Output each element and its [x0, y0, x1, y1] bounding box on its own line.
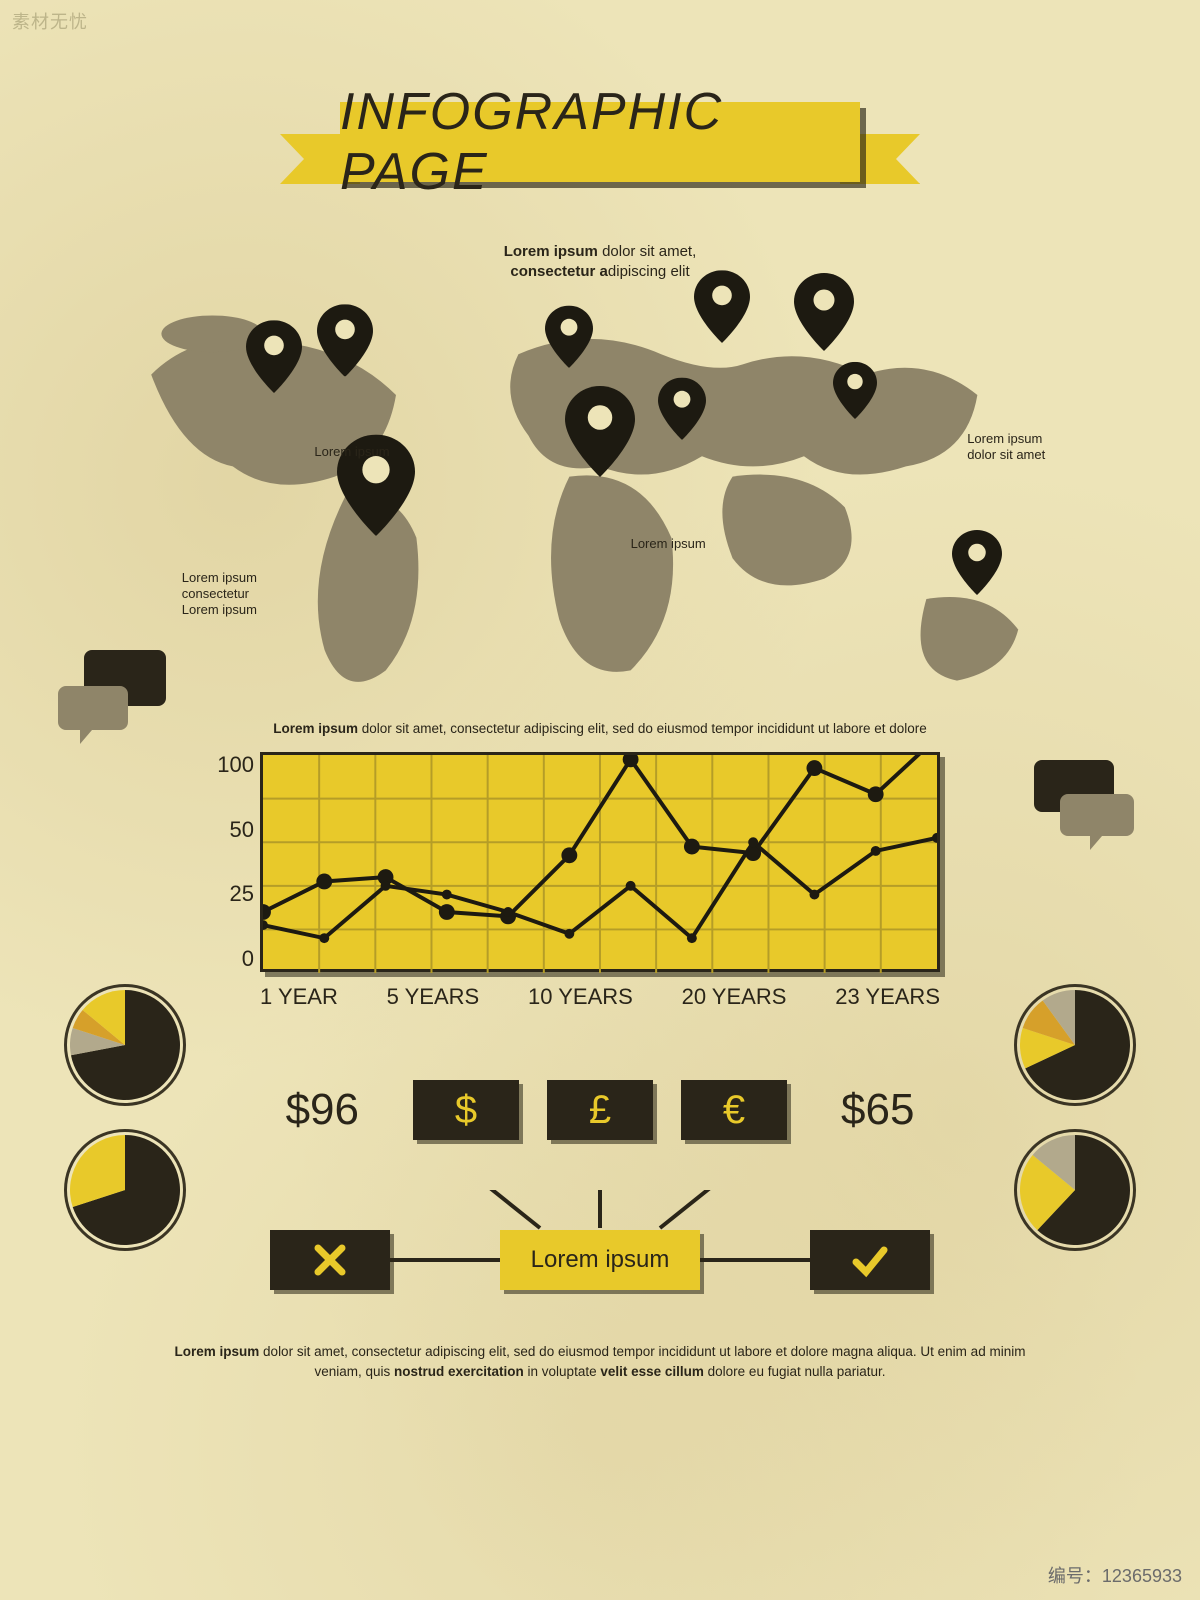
currency-dollar-icon: $ — [413, 1080, 519, 1140]
xtick: 23 YEARS — [835, 984, 940, 1010]
map-pin-icon — [317, 304, 373, 377]
ytick: 0 — [206, 946, 254, 972]
map-caption: Lorem ipsumdolor sit amet — [967, 431, 1045, 464]
subtitle-bold-1: Lorem ipsum — [504, 243, 602, 260]
mid-paragraph: Lorem ipsum dolor sit amet, consectetur … — [230, 719, 970, 739]
world-map-svg — [90, 293, 1110, 721]
map-pin-icon — [565, 386, 635, 477]
map-pin-icon — [794, 273, 854, 351]
price-right: $65 — [841, 1085, 914, 1135]
map-caption: Lorem ipsum — [314, 444, 389, 460]
map-caption: Lorem ipsumconsecteturLorem ipsum — [182, 570, 257, 619]
footer-paragraph: Lorem ipsum dolor sit amet, consectetur … — [150, 1342, 1050, 1383]
watermark-id-prefix: 编号： — [1048, 1566, 1102, 1586]
xtick: 20 YEARS — [682, 984, 787, 1010]
map-pin-icon — [694, 270, 750, 343]
map-pin-icon — [952, 530, 1002, 595]
foot-bold-2: nostrud exercitation — [394, 1364, 524, 1379]
currency-row: $96 $ £ € $65 — [90, 1070, 1110, 1150]
map-caption: Lorem ipsum — [631, 536, 706, 552]
currency-pound-icon: £ — [547, 1080, 653, 1140]
decision-diagram: Lorem ipsum — [240, 1190, 960, 1310]
xtick: 5 YEARS — [387, 984, 480, 1010]
chart-x-labels: 1 YEAR 5 YEARS 10 YEARS 20 YEARS 23 YEAR… — [260, 984, 940, 1010]
price-left: $96 — [286, 1085, 359, 1135]
currency-euro-icon: € — [681, 1080, 787, 1140]
subtitle-bold-2: consectetur a — [510, 263, 608, 280]
map-pin-icon — [658, 377, 706, 439]
watermark-bottom-right: 编号：12365933 — [1048, 1562, 1182, 1588]
decision-center-box: Lorem ipsum — [500, 1230, 700, 1290]
midtext-rest: dolor sit amet, consectetur adipiscing e… — [362, 721, 927, 736]
foot-bold-3: velit esse cillum — [600, 1364, 704, 1379]
watermark-top-left: 素材无忧 — [12, 8, 88, 34]
xtick: 1 YEAR — [260, 984, 338, 1010]
line-chart-section: 100 50 25 0 1 YEAR 5 YEARS 10 YEARS 20 Y… — [90, 752, 1110, 1010]
page-title: INFOGRAPHIC PAGE — [340, 82, 860, 202]
world-map: Lorem ipsum Lorem ipsumconsecteturLorem i… — [90, 293, 1110, 713]
subtitle-rest-2: dipiscing elit — [608, 263, 690, 280]
infographic-page: INFOGRAPHIC PAGE Lorem ipsum dolor sit a… — [0, 0, 1200, 1443]
check-icon — [850, 1240, 890, 1280]
map-pin-icon — [545, 306, 593, 368]
ribbon-band: INFOGRAPHIC PAGE — [340, 102, 860, 182]
pie-chart-4 — [1020, 1135, 1130, 1245]
speech-bubbles-right-icon — [1034, 760, 1134, 850]
ytick: 25 — [206, 881, 254, 907]
ytick: 50 — [206, 817, 254, 843]
cross-icon — [310, 1240, 350, 1280]
decision-no-box — [270, 1230, 390, 1290]
foot-rest-3: dolore eu fugiat nulla pariatur. — [704, 1364, 886, 1379]
map-pin-icon — [246, 321, 302, 394]
foot-bold-1: Lorem ipsum — [175, 1344, 264, 1359]
pie-chart-2 — [70, 1135, 180, 1245]
foot-rest-2: in voluptate — [524, 1364, 601, 1379]
subtitle-rest-1: dolor sit amet, — [602, 243, 696, 260]
watermark-id-value: 12365933 — [1102, 1566, 1182, 1586]
map-pin-icon — [833, 361, 877, 418]
chart-y-labels: 100 50 25 0 — [206, 752, 254, 972]
speech-bubbles-left-icon — [58, 650, 168, 746]
line-chart — [260, 752, 940, 972]
ytick: 100 — [206, 752, 254, 778]
midtext-bold: Lorem ipsum — [273, 721, 362, 736]
xtick: 10 YEARS — [528, 984, 633, 1010]
title-ribbon: INFOGRAPHIC PAGE — [90, 80, 1110, 230]
decision-yes-box — [810, 1230, 930, 1290]
